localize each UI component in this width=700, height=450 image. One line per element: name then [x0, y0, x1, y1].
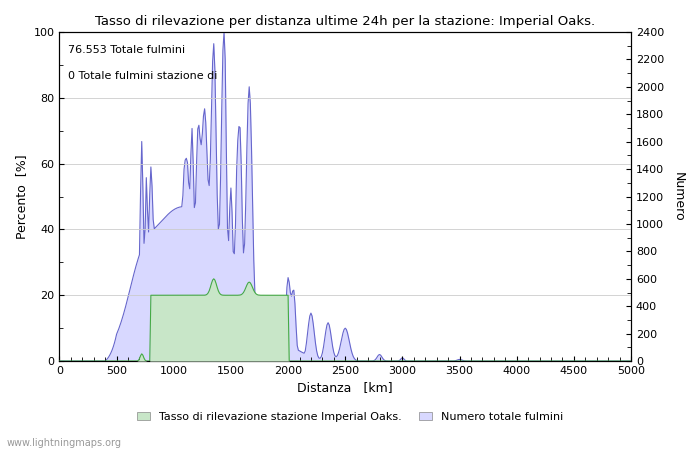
- Text: 0 Totale fulmini stazione di: 0 Totale fulmini stazione di: [68, 72, 218, 81]
- Text: www.lightningmaps.org: www.lightningmaps.org: [7, 438, 122, 448]
- Legend: Tasso di rilevazione stazione Imperial Oaks., Numero totale fulmini: Tasso di rilevazione stazione Imperial O…: [132, 407, 568, 427]
- X-axis label: Distanza   [km]: Distanza [km]: [298, 382, 393, 395]
- Title: Tasso di rilevazione per distanza ultime 24h per la stazione: Imperial Oaks.: Tasso di rilevazione per distanza ultime…: [95, 15, 595, 28]
- Text: 76.553 Totale fulmini: 76.553 Totale fulmini: [68, 45, 185, 55]
- Y-axis label: Numero: Numero: [672, 172, 685, 221]
- Y-axis label: Percento  [%]: Percento [%]: [15, 154, 28, 239]
